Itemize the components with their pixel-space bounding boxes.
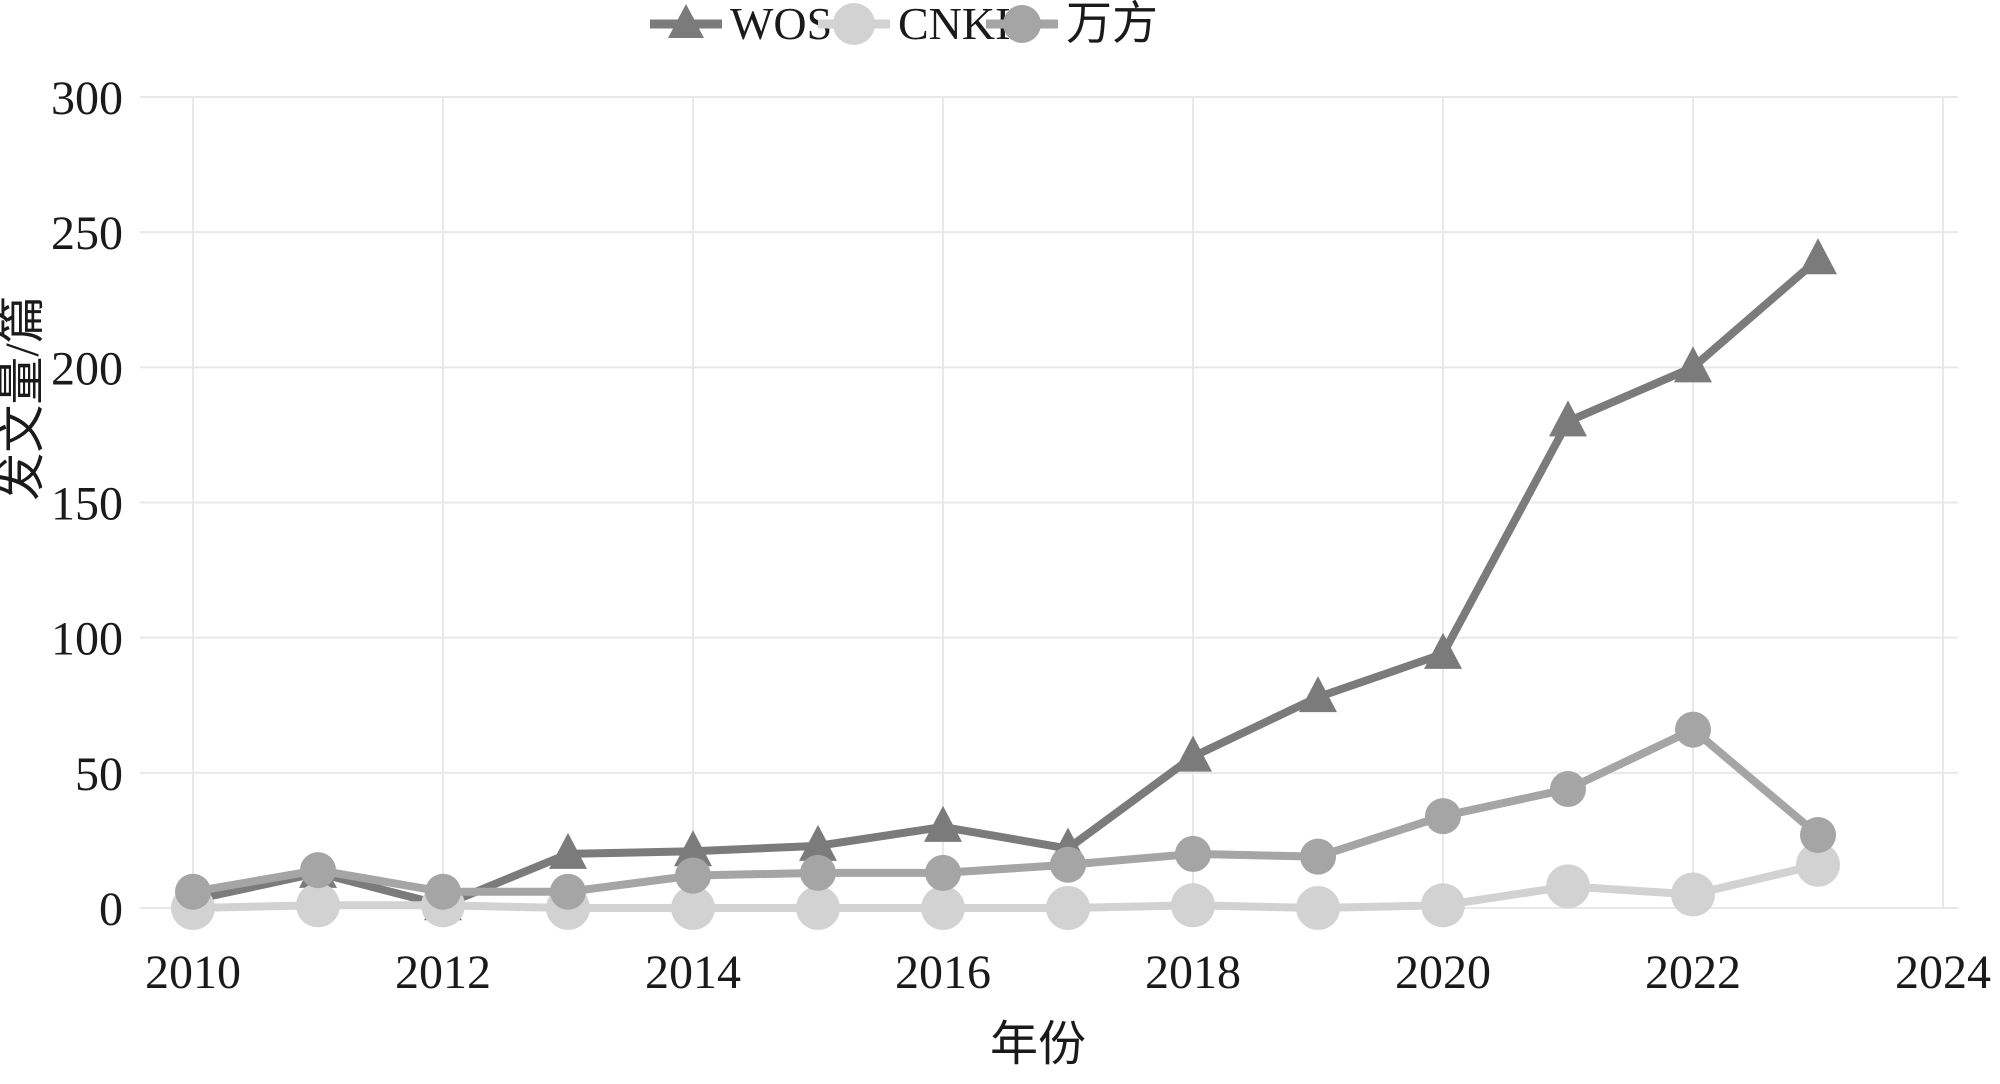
x-tick-label: 2016 [895,946,991,999]
legend-circle-icon [833,3,875,45]
cnki-marker [1046,886,1090,930]
wanfang-marker [925,854,961,891]
wos-marker [799,824,837,861]
wanfang-marker [300,852,336,889]
y-tick-label: 200 [51,342,123,395]
x-tick-label: 2020 [1395,946,1491,999]
chart-legend: WOS CNKI 万方 [650,0,1158,49]
y-tick-label: 100 [51,613,123,666]
wanfang-marker [1550,771,1586,808]
x-tick-label: 2012 [395,946,491,999]
wanfang-marker [1675,711,1711,748]
cnki-marker [296,883,340,928]
cnki-marker [1296,886,1340,930]
wos-marker [924,805,962,842]
cnki-marker [671,886,715,930]
y-tick-label: 150 [51,478,123,531]
cnki-marker [1796,842,1840,887]
cnki-marker [921,886,965,930]
x-axis-title: 年份 [990,1018,1086,1071]
wanfang-marker [1175,835,1211,872]
wanfang-marker [175,873,211,910]
wanfang-marker [550,873,586,910]
x-tick-label: 2018 [1145,946,1241,999]
y-axis-tick-labels: 0 50 100 150 200 250 300 [51,72,123,936]
wos-marker [674,830,712,867]
wos-marker [1549,400,1587,437]
legend-item-wanfang: 万方 [986,0,1158,49]
y-tick-label: 50 [75,748,123,801]
legend-triangle-icon [668,4,704,38]
wos-marker [549,832,587,869]
wanfang-marker [675,857,711,894]
series-wos-line [192,256,1821,910]
x-tick-label: 2022 [1645,946,1741,999]
wos-marker [1174,735,1212,772]
y-axis-title: 发文量/篇 [0,295,49,500]
wos-marker [1424,632,1462,669]
wanfang-marker [425,873,461,910]
legend-circle-icon [1003,5,1041,43]
x-tick-label: 2024 [1895,946,1991,999]
wos-marker [1799,238,1837,275]
x-axis-tick-labels: 2010 2012 2014 2016 2018 2020 2022 2024 [145,946,1991,999]
wanfang-marker [1425,798,1461,835]
wos-marker [1674,346,1712,383]
wanfang-marker [1050,846,1086,883]
legend-label-wos: WOS [730,0,832,49]
series-wanfang-line [192,725,1821,896]
cnki-marker [796,886,840,930]
series-lines [171,238,1840,930]
y-tick-label: 0 [99,883,123,936]
wanfang-marker [800,854,836,891]
legend-item-wos: WOS [650,0,832,49]
wanfang-marker [1800,817,1836,854]
gridlines [140,96,1958,909]
y-tick-label: 300 [51,72,123,125]
x-tick-label: 2010 [145,946,241,999]
cnki-marker [1671,872,1715,917]
x-tick-label: 2014 [645,946,741,999]
cnki-marker [1171,883,1215,928]
cnki-marker [1421,883,1465,928]
cnki-marker [1546,864,1590,909]
legend-item-cnki: CNKI [818,0,1010,49]
wos-marker [1299,676,1337,713]
legend-label-wanfang: 万方 [1066,0,1158,49]
wanfang-marker [1300,838,1336,875]
y-tick-label: 250 [51,207,123,260]
